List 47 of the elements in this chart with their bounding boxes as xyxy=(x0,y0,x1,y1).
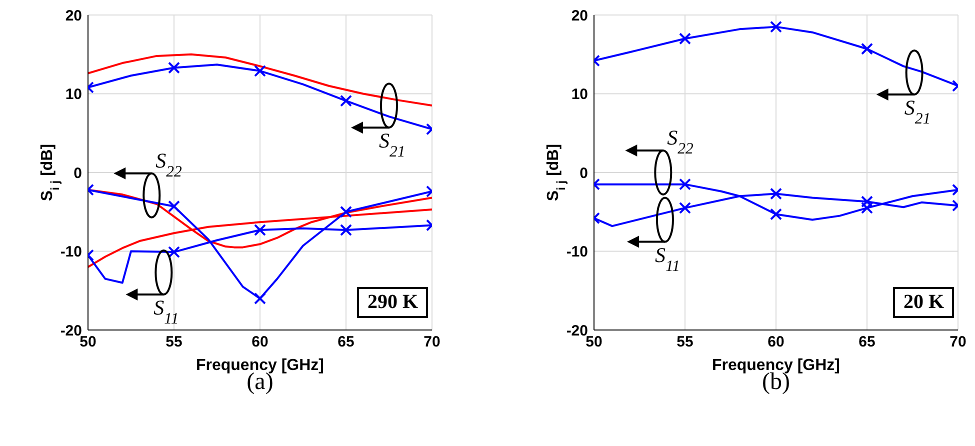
y-tick-label: -20 xyxy=(60,322,82,340)
point xyxy=(861,42,873,55)
annotation: 290 K xyxy=(357,287,428,318)
annotation: S$_{21}$ xyxy=(904,95,931,127)
x-tick-label: 50 xyxy=(586,334,602,351)
x-tick-label: 65 xyxy=(858,334,876,351)
x-tick-label: 65 xyxy=(338,334,354,351)
annotation: S$_{11}$ xyxy=(154,296,179,328)
x-tick-label: 60 xyxy=(252,334,268,351)
point xyxy=(770,20,782,33)
point xyxy=(861,202,873,214)
y-tick-label: -10 xyxy=(566,244,588,261)
annotation: S$_{11}$ xyxy=(654,242,680,274)
y-tick-label: 0 xyxy=(580,164,588,182)
x-tick-label: 55 xyxy=(676,334,694,351)
annotation: S$_{21}$ xyxy=(379,128,406,160)
point xyxy=(340,224,352,236)
y-tick-label: 10 xyxy=(65,86,82,104)
point xyxy=(254,64,266,77)
point xyxy=(770,188,782,200)
point xyxy=(861,196,873,208)
y-tick-label: -20 xyxy=(566,322,588,340)
point xyxy=(770,208,782,220)
y-tick-label: 10 xyxy=(571,86,588,104)
point xyxy=(254,224,266,236)
point xyxy=(168,200,180,212)
point xyxy=(679,32,691,45)
y-tick-label: 20 xyxy=(65,7,82,24)
point xyxy=(168,62,180,74)
x-tick-label: 70 xyxy=(950,334,966,351)
point xyxy=(679,202,691,214)
point xyxy=(168,246,180,258)
x-tick-label: 60 xyxy=(768,334,784,351)
point xyxy=(340,94,352,107)
annotation: 20 K xyxy=(893,287,954,318)
y-tick-label: 0 xyxy=(74,164,82,182)
annotation: S$_{22}$ xyxy=(156,148,182,180)
x-tick-label: 55 xyxy=(166,334,182,351)
line-series xyxy=(88,53,432,107)
y-tick-label: -10 xyxy=(60,244,82,261)
point xyxy=(254,292,266,304)
annotation: S$_{22}$ xyxy=(667,126,694,157)
point xyxy=(679,178,691,190)
x-tick-label: 50 xyxy=(80,334,96,351)
point xyxy=(340,206,352,218)
x-tick-label: 70 xyxy=(424,334,440,351)
y-tick-label: 20 xyxy=(571,7,588,24)
